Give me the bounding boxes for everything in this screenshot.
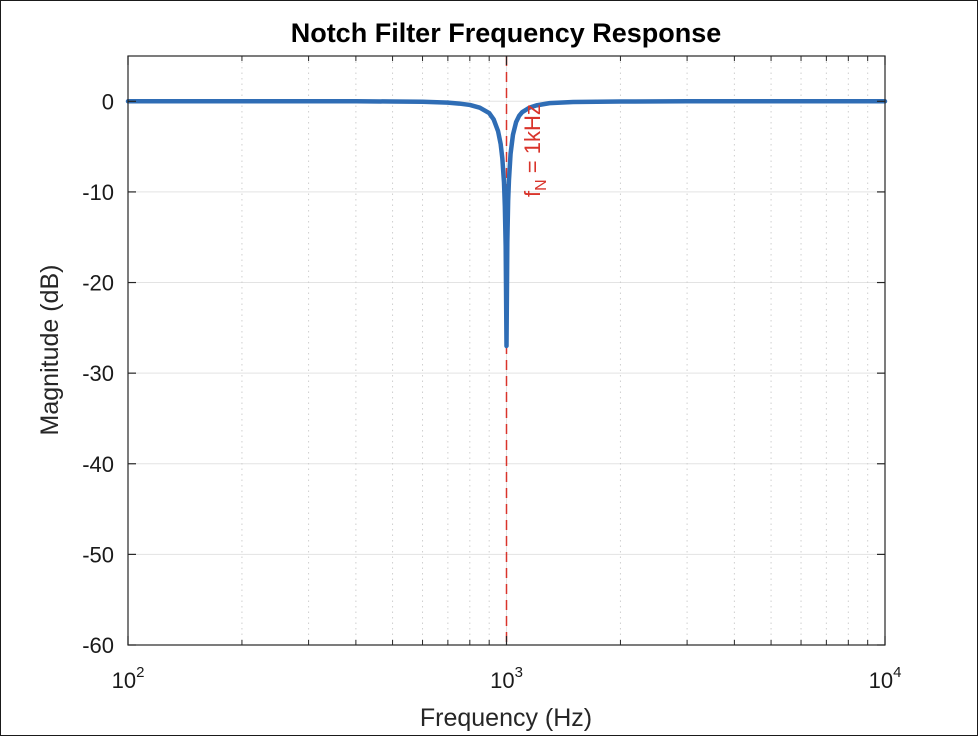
y-axis-label: Magnitude (dB) xyxy=(36,265,64,436)
chart-title: Notch Filter Frequency Response xyxy=(291,18,722,48)
annotation-rest: = 1kHz xyxy=(520,104,545,179)
x-tick-exponent: 2 xyxy=(136,664,144,681)
axis-ticks xyxy=(127,56,886,646)
annotation-sub: N xyxy=(533,179,550,191)
y-tick-label: -50 xyxy=(82,542,114,567)
x-tick-labels: 102 103 104 xyxy=(112,664,902,693)
notch-annotation: fN = 1kHz xyxy=(520,104,550,197)
x-tick-label: 103 xyxy=(490,664,523,693)
y-tick-label: -60 xyxy=(82,633,114,658)
x-tick-base: 10 xyxy=(869,668,893,693)
y-tick-label: 0 xyxy=(102,89,114,114)
x-axis-label: Frequency (Hz) xyxy=(420,704,592,732)
x-tick-base: 10 xyxy=(490,668,514,693)
y-tick-labels: 0 -10 -20 -30 -40 -50 -60 xyxy=(82,89,114,658)
y-tick-label: -10 xyxy=(82,180,114,205)
y-tick-label: -30 xyxy=(82,361,114,386)
x-tick-label: 102 xyxy=(112,664,145,693)
annotation-f: f xyxy=(520,190,545,197)
x-tick-base: 10 xyxy=(112,668,136,693)
x-tick-exponent: 3 xyxy=(515,664,523,681)
x-tick-label: 104 xyxy=(869,664,902,693)
series-line xyxy=(125,99,888,349)
y-tick-label: -40 xyxy=(82,452,114,477)
x-tick-exponent: 4 xyxy=(893,664,901,681)
y-tick-label: -20 xyxy=(82,271,114,296)
